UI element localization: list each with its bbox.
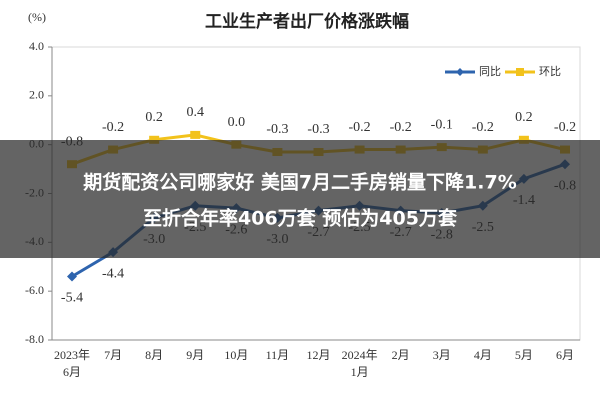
y-tick-label: 4.0	[29, 39, 44, 53]
y-axis-label: (%)	[28, 10, 46, 24]
legend-marker	[456, 68, 464, 76]
y-tick-label: -8.0	[25, 332, 44, 346]
value-label: -0.3	[307, 122, 329, 137]
value-label: -0.2	[472, 120, 494, 135]
point	[190, 130, 201, 139]
x-tick-label: 8月	[145, 348, 163, 362]
y-tick-label: -6.0	[25, 283, 44, 297]
value-label: -4.4	[102, 266, 124, 281]
value-label: 0.0	[228, 115, 246, 130]
value-label: -5.4	[61, 291, 83, 306]
value-label: 0.4	[187, 105, 205, 120]
chart-title: 工业生产者出厂价格涨跌幅	[205, 11, 409, 32]
x-tick-label: 3月	[433, 348, 451, 362]
x-tick-label-part: 1月	[351, 365, 369, 379]
x-tick-label: 5月	[515, 348, 533, 362]
x-tick-label: 11月	[266, 348, 290, 362]
value-label: 0.2	[515, 110, 533, 125]
x-tick-label: 2024年 1月	[342, 348, 378, 379]
banner-bg	[0, 140, 600, 258]
x-tick-label: 10月	[224, 348, 248, 362]
point	[67, 271, 77, 282]
legend-marker	[516, 68, 524, 76]
x-tick-label: 2月	[392, 348, 410, 362]
x-tick-label: 12月	[306, 348, 330, 362]
x-tick-label: 9月	[186, 348, 204, 362]
x-tick-label: 6月	[556, 348, 574, 362]
value-label: -0.2	[390, 120, 412, 135]
point	[149, 135, 160, 144]
banner-text: 期货配资公司哪家好 美国7月二手房销量下降1.7%	[83, 171, 517, 194]
value-label: -0.2	[554, 120, 576, 135]
x-tick-label: 4月	[474, 348, 492, 362]
legend-label: 同比	[479, 65, 501, 78]
point	[518, 135, 529, 144]
y-tick-label: 2.0	[29, 88, 44, 102]
legend-label: 环比	[539, 65, 561, 78]
value-label: -0.2	[102, 120, 124, 135]
x-tick-label: 7月	[104, 348, 122, 362]
value-label: -0.1	[431, 117, 453, 132]
banner-text: 至折合年率406万套 预估为405万套	[143, 207, 458, 230]
x-tick-label-part: 6月	[63, 365, 81, 379]
value-label: 0.2	[145, 110, 163, 125]
x-tick-label-part: 2023年	[54, 348, 90, 362]
value-label: -0.3	[266, 122, 288, 137]
value-label: -0.2	[348, 120, 370, 135]
x-tick-label-part: 2024年	[342, 348, 378, 362]
x-tick-label: 2023年 6月	[54, 348, 90, 379]
